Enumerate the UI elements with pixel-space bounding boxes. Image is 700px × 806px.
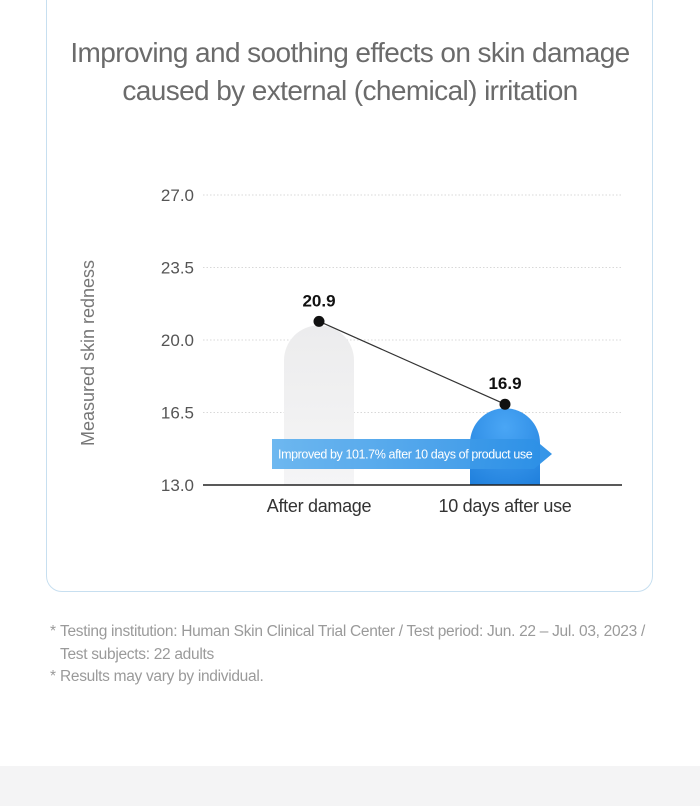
y-tick-label: 16.5	[161, 404, 194, 423]
chart-title: Improving and soothing effects on skin d…	[0, 34, 700, 110]
redness-chart: Improved by 101.7% after 10 days of prod…	[78, 186, 622, 516]
footnote-text: Testing institution: Human Skin Clinical…	[60, 623, 645, 640]
y-axis-label: Measured skin redness	[78, 260, 98, 446]
data-point	[313, 315, 325, 327]
y-tick-label: 23.5	[161, 259, 194, 278]
footnote-2: * Results may vary by individual.	[50, 666, 670, 689]
chart-card	[46, 0, 653, 592]
x-category-label: 10 days after use	[439, 496, 572, 516]
improvement-arrow	[272, 439, 552, 469]
data-label: 16.9	[488, 374, 521, 393]
x-category-label: After damage	[267, 496, 372, 516]
y-tick-label: 13.0	[161, 476, 194, 495]
footnote-text: Results may vary by individual.	[60, 668, 264, 685]
trend-line	[318, 320, 506, 405]
chart-title-line-1: Improving and soothing effects on skin d…	[70, 37, 630, 68]
data-label: 20.9	[302, 291, 335, 310]
data-point	[499, 398, 511, 410]
chart-title-line-2: caused by external (chemical) irritation	[122, 75, 578, 106]
footnote-1: * Testing institution: Human Skin Clinic…	[50, 621, 670, 666]
footer-band	[0, 766, 700, 806]
y-tick-label: 27.0	[161, 186, 194, 205]
footnote-marker: *	[50, 623, 56, 640]
footnotes: * Testing institution: Human Skin Clinic…	[50, 621, 670, 689]
improvement-annotation: Improved by 101.7% after 10 days of prod…	[278, 448, 533, 462]
footnote-marker: *	[50, 668, 56, 685]
footnote-text: Test subjects: 22 adults	[60, 645, 214, 663]
y-tick-label: 20.0	[161, 331, 194, 350]
